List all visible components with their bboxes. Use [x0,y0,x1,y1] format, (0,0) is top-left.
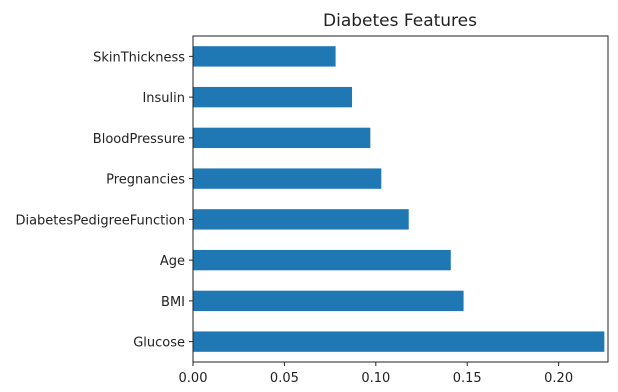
bar-bloodpressure [193,127,371,149]
plot-frame [192,35,609,363]
y-axis: SkinThickness Insulin BloodPressure Pregnan… [15,50,193,351]
bar-pregnancies [193,168,382,189]
y-tick-label: Pregnancies [106,173,185,188]
bar-bmi [193,290,464,312]
x-axis: 0.00 0.05 0.10 0.15 0.20 [179,362,573,386]
y-tick-label: Glucose [133,336,185,351]
bars-group [193,46,605,352]
x-tick-label: 0.15 [453,371,482,386]
bar-insulin [193,86,353,108]
y-tick-label: SkinThickness [93,50,185,65]
y-tick-label: BMI [161,295,185,310]
bar-diabetespedigreefunction [193,209,409,230]
bar-skinthickness [193,46,336,67]
y-tick-label: Insulin [142,91,185,106]
x-tick-label: 0.10 [361,371,390,386]
x-tick-label: 0.20 [544,371,573,386]
x-tick-label: 0.05 [270,371,299,386]
y-tick-label: Age [160,254,185,269]
bar-age [193,249,451,271]
y-tick-label: BloodPressure [93,132,185,147]
x-tick-label: 0.00 [179,371,208,386]
chart-title: Diabetes Features [323,11,477,31]
bar-glucose [193,331,605,352]
y-tick-label: DiabetesPedigreeFunction [15,213,185,228]
